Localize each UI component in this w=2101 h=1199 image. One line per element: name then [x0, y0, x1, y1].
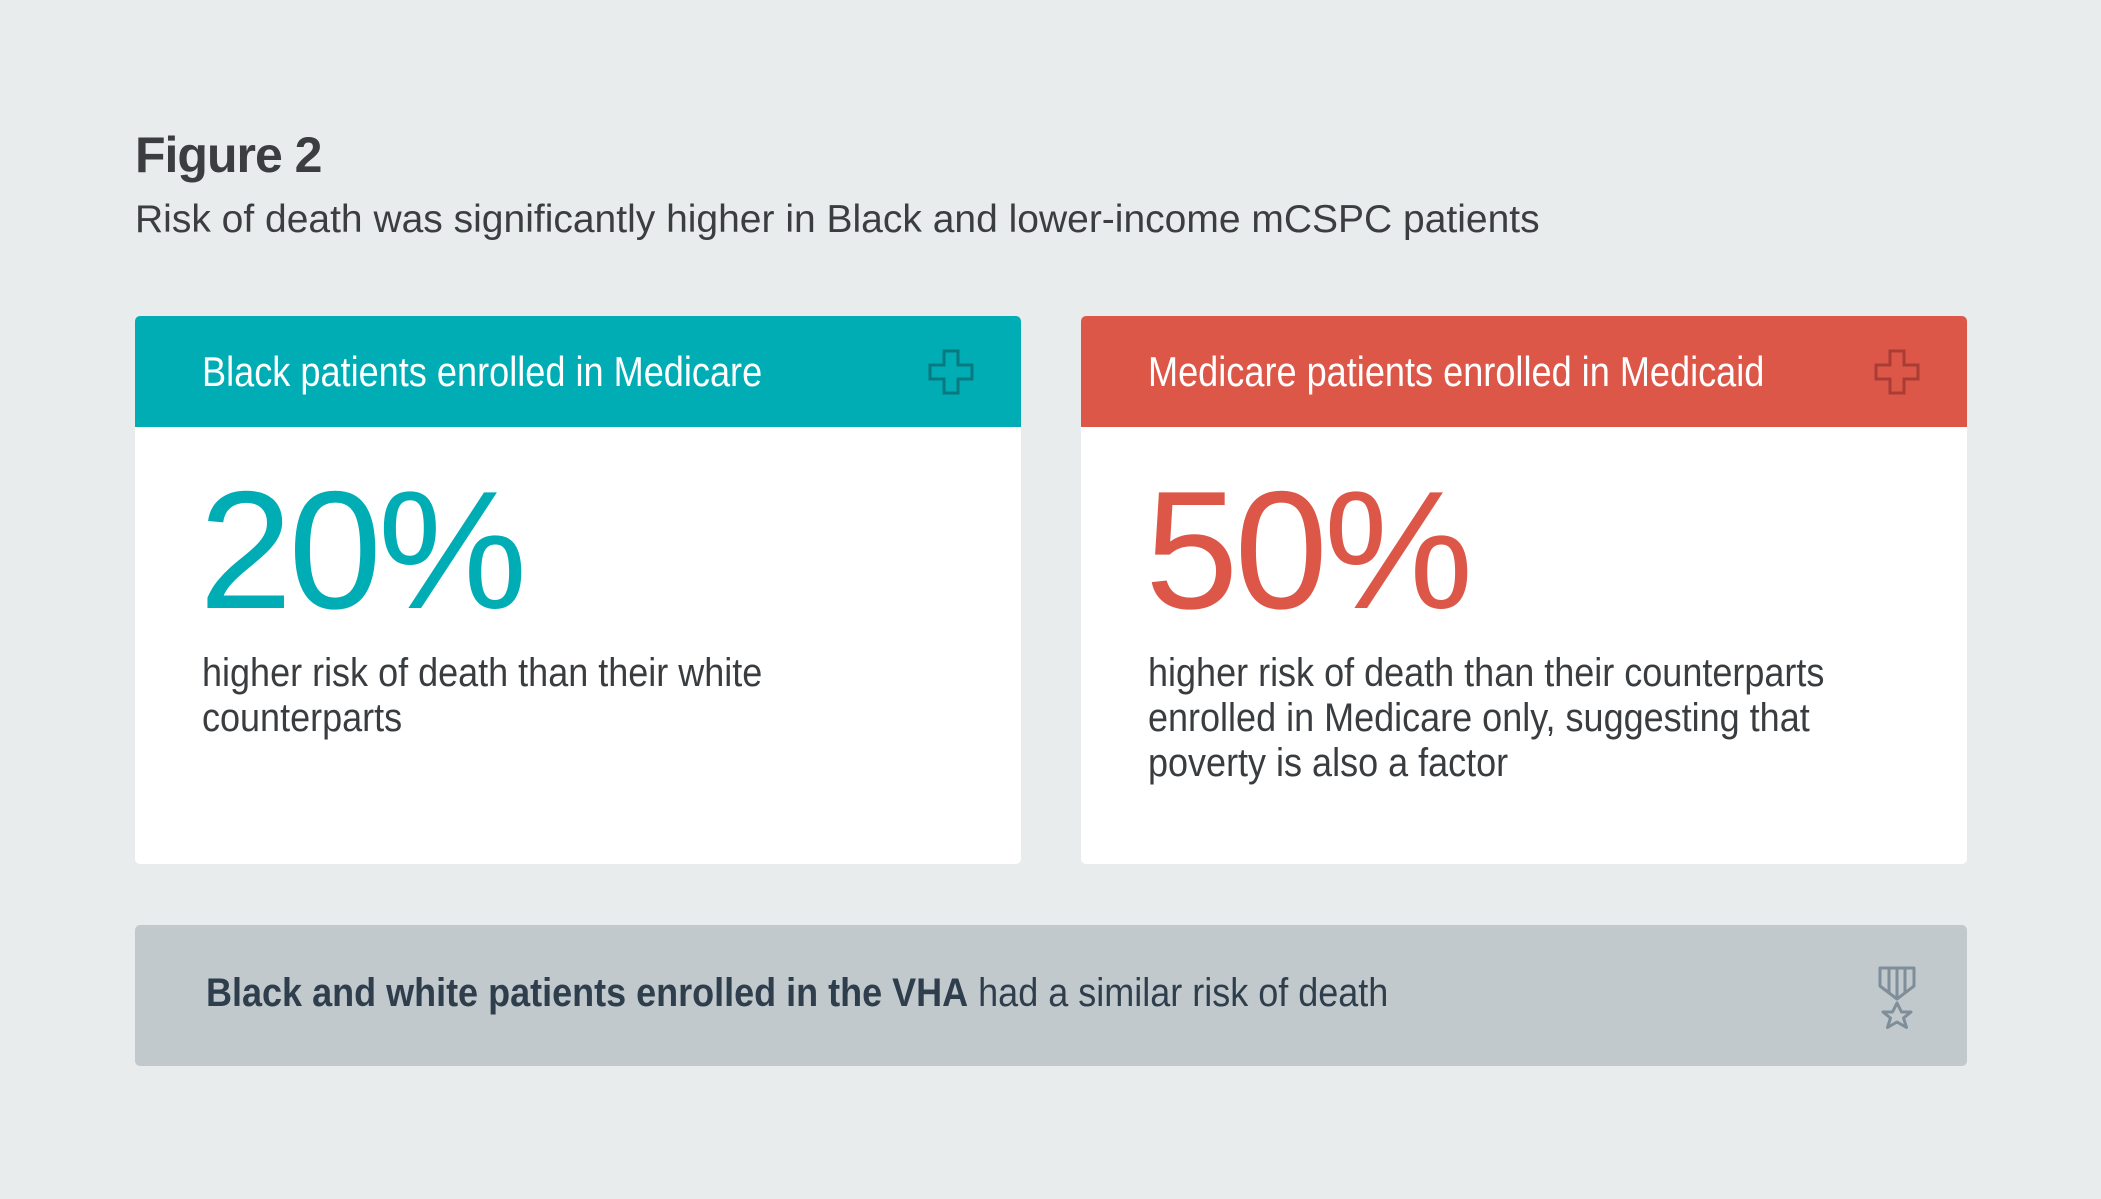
- vha-note-bar: Black and white patients enrolled in the…: [135, 925, 1967, 1066]
- vha-note: Black and white patients enrolled in the…: [206, 971, 1388, 1016]
- stat-description: higher risk of death than their white co…: [202, 651, 763, 740]
- card-header: Medicare patients enrolled in Medicaid: [1081, 316, 1967, 427]
- card-header-label: Medicare patients enrolled in Medicaid: [1148, 348, 1765, 395]
- stat-value: 50%: [1145, 456, 1473, 644]
- stat-value: 20%: [199, 456, 527, 644]
- vha-note-bold: Black and white patients enrolled in the…: [206, 971, 969, 1015]
- stat-description: higher risk of death than their counterp…: [1148, 651, 1825, 785]
- medical-cross-icon: [1874, 349, 1920, 395]
- figure-title: Figure 2: [135, 127, 322, 183]
- medical-cross-icon: [928, 349, 974, 395]
- card-header: Black patients enrolled in Medicare: [135, 316, 1021, 427]
- vha-note-rest: had a similar risk of death: [968, 971, 1389, 1015]
- figure-subtitle: Risk of death was significantly higher i…: [135, 198, 1540, 241]
- card-header-label: Black patients enrolled in Medicare: [202, 348, 763, 395]
- medal-icon: [1878, 966, 1916, 1029]
- stat-card-medicare: Black patients enrolled in Medicare 20% …: [135, 316, 1021, 864]
- stat-card-medicaid: Medicare patients enrolled in Medicaid 5…: [1081, 316, 1967, 864]
